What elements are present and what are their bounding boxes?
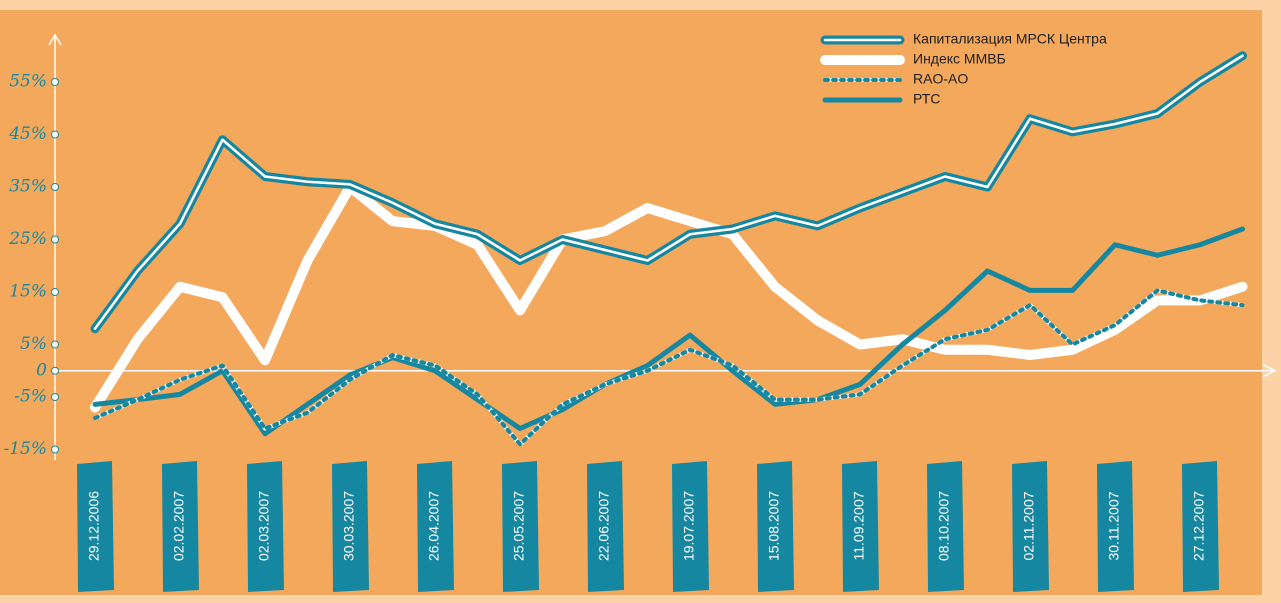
y-tick-label: 55% <box>9 72 47 92</box>
date-badge <box>842 461 879 592</box>
date-badge <box>332 461 369 592</box>
y-tick <box>51 340 59 349</box>
x-tick-label: 29.12.2006 <box>86 491 102 561</box>
y-tick-label: 45% <box>8 124 47 144</box>
y-tick <box>51 130 59 139</box>
date-badge <box>757 461 794 592</box>
date-badge <box>247 461 284 592</box>
y-tick <box>51 78 59 86</box>
legend-label: Капитализация МРСК Центра <box>913 31 1107 47</box>
x-tick-label: 08.10.2007 <box>936 491 952 561</box>
date-badge <box>927 461 964 592</box>
y-tick-label: 0 <box>36 360 47 380</box>
date-badge <box>1097 461 1134 592</box>
x-tick-label: 11.09.2007 <box>851 491 867 560</box>
y-tick-label: 25% <box>8 229 47 249</box>
series-line-accent <box>93 288 1245 447</box>
y-tick-label: 35% <box>9 177 47 197</box>
legend-label: Индекс ММВБ <box>913 51 1006 67</box>
x-tick-label: 30.11.2007 <box>1106 491 1122 560</box>
x-tick-label: 02.02.2007 <box>171 491 187 561</box>
y-tick-label: -5% <box>14 387 47 407</box>
date-badge <box>1012 461 1049 592</box>
y-tick-label: 15% <box>9 282 47 302</box>
date-badge <box>672 461 709 592</box>
y-tick-label: -15% <box>3 439 47 459</box>
y-tick <box>51 183 59 191</box>
series-line <box>90 182 1248 413</box>
legend-label: RAO-AO <box>913 71 968 87</box>
date-badge <box>77 461 114 592</box>
x-tick-label: 27.12.2007 <box>1191 491 1207 561</box>
y-tick <box>51 366 59 375</box>
x-tick-label: 22.06.2007 <box>596 491 612 561</box>
y-tick <box>51 235 59 244</box>
date-badge <box>1182 461 1219 592</box>
x-tick-label: 26.04.2007 <box>426 491 442 561</box>
y-tick <box>51 288 59 296</box>
y-tick <box>51 393 59 401</box>
date-badge <box>417 461 454 592</box>
x-tick-label: 30.03.2007 <box>341 491 357 561</box>
date-badge <box>502 461 539 592</box>
x-tick-label: 15.08.2007 <box>766 491 782 561</box>
y-tick-label: 5% <box>20 334 47 354</box>
date-badge <box>162 461 199 592</box>
x-axis-arrow <box>1262 364 1277 378</box>
x-tick-label: 02.03.2007 <box>256 491 272 561</box>
x-tick-label: 19.07.2007 <box>681 491 697 561</box>
series-line-accent <box>93 54 1244 330</box>
y-tick <box>51 445 59 454</box>
legend-label: РТС <box>913 91 940 107</box>
x-tick-label: 02.11.2007 <box>1021 491 1037 560</box>
date-badge <box>587 461 624 592</box>
y-axis-arrow <box>48 33 62 46</box>
x-tick-label: 25.05.2007 <box>511 491 527 561</box>
background <box>0 10 1262 595</box>
